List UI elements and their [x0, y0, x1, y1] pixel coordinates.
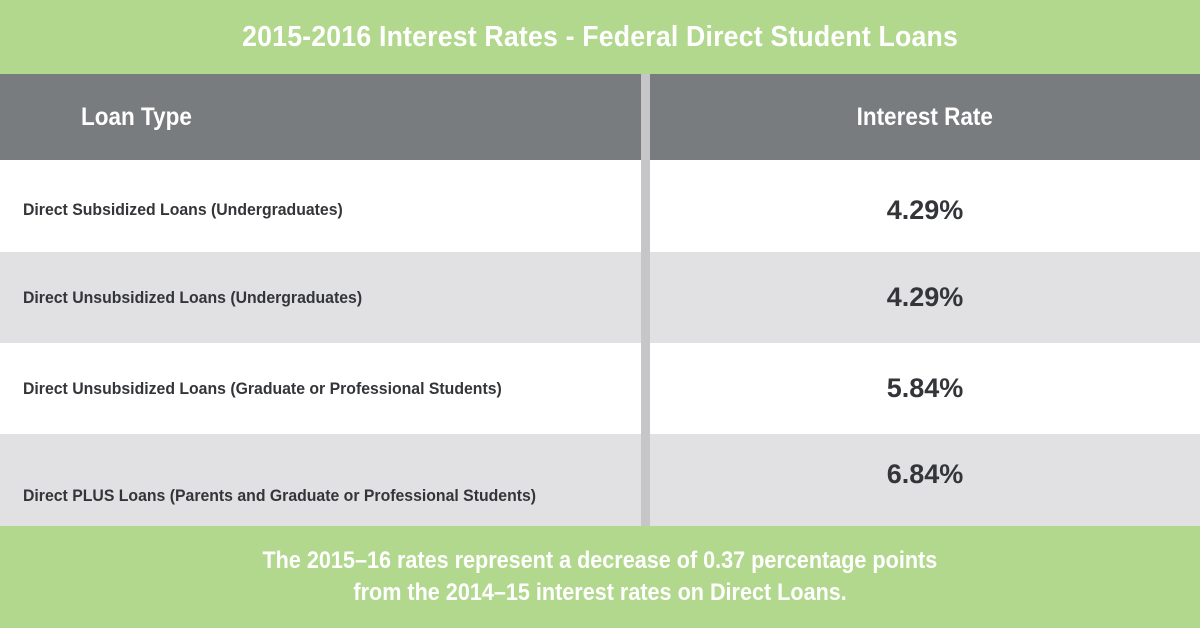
interest-rate-cell: 4.29% [886, 282, 964, 312]
page-title: 2015-2016 Interest Rates - Federal Direc… [242, 20, 958, 53]
column-header-interest-rate: Interest Rate [650, 74, 1200, 160]
footer-line-2: from the 2014–15 interest rates on Direc… [353, 579, 847, 606]
table-body: Direct Subsidized Loans (Undergraduates)… [0, 160, 1200, 526]
loan-type-cell: Direct PLUS Loans (Parents and Graduate … [23, 486, 537, 505]
table-header: Loan Type Interest Rate [0, 74, 1200, 160]
interest-rate-cell: 4.29% [886, 194, 964, 225]
interest-rate-cell: 5.84% [886, 373, 964, 403]
table-row: Direct Unsubsidized Loans (Graduate or P… [0, 343, 1200, 434]
loan-type-cell: Direct Unsubsidized Loans (Graduate or P… [23, 378, 502, 398]
table-row: Direct PLUS Loans (Parents and Graduate … [0, 434, 1200, 526]
table-row: Direct Unsubsidized Loans (Undergraduate… [0, 252, 1200, 343]
loan-type-cell: Direct Subsidized Loans (Undergraduates) [23, 200, 343, 219]
column-header-loan-type: Loan Type [81, 102, 192, 131]
title-bar: 2015-2016 Interest Rates - Federal Direc… [0, 0, 1200, 74]
footer-line-1: The 2015–16 rates represent a decrease o… [262, 547, 938, 574]
loan-type-cell: Direct Unsubsidized Loans (Undergraduate… [23, 287, 363, 307]
footer-note: The 2015–16 rates represent a decrease o… [0, 526, 1200, 628]
table-row: Direct Subsidized Loans (Undergraduates)… [0, 160, 1200, 252]
column-divider [641, 74, 650, 526]
interest-rate-cell: 6.84% [886, 458, 964, 489]
column-header-interest-rate-label: Interest Rate [856, 102, 994, 131]
